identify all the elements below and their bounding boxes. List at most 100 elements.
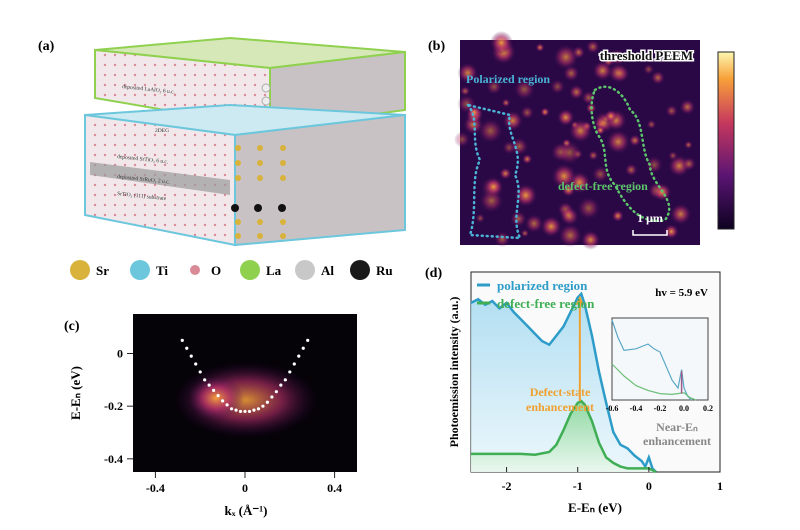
- scale-bar-label: 1 μm: [637, 211, 663, 225]
- peem-bright-spot: [670, 203, 692, 225]
- layer-label: deposited LaAlO₃ 6 u.c.: [122, 84, 176, 96]
- photon-energy-annotation: hv = 5.9 eV: [655, 287, 708, 299]
- peem-bright-spot: [588, 150, 599, 161]
- fit-point: [265, 400, 269, 404]
- peem-bright-spot: [646, 119, 657, 130]
- legend-atom-sr: [70, 260, 90, 280]
- fit-point: [229, 407, 234, 411]
- fit-point: [306, 338, 310, 342]
- peem-bright-spot: [520, 105, 535, 120]
- inset-x-tick-label: -0.2: [654, 404, 667, 413]
- fit-point: [261, 404, 265, 408]
- fit-point: [247, 409, 252, 414]
- peem-bright-spot: [553, 44, 579, 70]
- legend-atom-al: [295, 260, 315, 280]
- inset-x-tick-label: 0.0: [679, 404, 689, 413]
- fit-point: [243, 409, 247, 414]
- peem-bright-spot: [679, 99, 696, 115]
- spectral-intensity: [188, 376, 244, 420]
- fit-point: [283, 378, 287, 382]
- inset-x-tick-label: -0.6: [606, 404, 619, 413]
- legend-atom-ru: [350, 260, 370, 280]
- fit-point: [252, 408, 256, 412]
- peem-bright-spot: [524, 214, 544, 233]
- legend-atom-o: [190, 265, 200, 275]
- peem-bright-spot: [499, 167, 512, 180]
- legend-label: O: [211, 263, 221, 278]
- peem-bright-spot: [568, 118, 593, 143]
- peem-bright-spot: [535, 42, 545, 53]
- peem-bright-spot: [624, 163, 638, 177]
- legend-label: Al: [321, 263, 334, 278]
- peem-bright-spot: [550, 79, 566, 95]
- x-tick-label: -0.4: [146, 481, 165, 495]
- fit-point: [288, 370, 292, 374]
- near-ef-annotation: enhancement: [643, 434, 711, 448]
- fit-point: [198, 370, 202, 374]
- fit-point: [274, 390, 278, 394]
- inset-series-line: [611, 363, 697, 401]
- peem-bright-spot: [611, 209, 624, 222]
- x-tick-label: -2: [502, 479, 512, 493]
- layer-label: 2DEG: [155, 128, 169, 134]
- x-tick-label: 0: [646, 479, 652, 493]
- inset-x-tick-label: 0.2: [703, 404, 713, 413]
- y-tick-label: 0: [117, 347, 123, 361]
- peem-bright-spot: [604, 109, 618, 123]
- fit-point: [279, 383, 283, 387]
- peem-bright-spot: [562, 64, 580, 82]
- defect-annotation: Defect-state: [530, 385, 591, 399]
- panel-b: (b) threshold PEEM Polarized region defe…: [428, 31, 735, 250]
- peem-bright-spot: [540, 215, 562, 238]
- peem-bright-spot: [540, 107, 550, 117]
- fit-point: [238, 409, 243, 414]
- legend-label: La: [266, 263, 282, 278]
- fit-point: [221, 399, 225, 403]
- peem-bright-spot: [606, 129, 631, 154]
- fit-point: [212, 388, 216, 392]
- legend-label: Ru: [376, 263, 393, 278]
- fit-point: [180, 338, 184, 342]
- peem-bright-spot: [510, 137, 529, 156]
- fit-point: [225, 403, 229, 407]
- peem-bright-spot: [502, 110, 523, 131]
- peem-bright-spot: [560, 206, 577, 223]
- series-area: [471, 293, 656, 472]
- x-axis-label: E-Eₙ (eV): [568, 500, 622, 515]
- fit-point: [185, 346, 189, 350]
- peem-bright-spot: [628, 134, 641, 147]
- peem-bright-spot: [595, 125, 606, 136]
- peem-bright-spot: [522, 153, 533, 165]
- peem-bright-spot: [558, 223, 583, 248]
- fit-point: [256, 407, 261, 411]
- peem-bright-spot: [568, 84, 585, 100]
- peem-bright-spot: [520, 229, 530, 238]
- inset-x-tick-label: -0.4: [630, 404, 643, 413]
- panel-a: (a) deposited LaAlO₃ 6 u.c. 2DEG de: [38, 36, 406, 280]
- fit-point: [297, 354, 301, 358]
- peem-bright-spot: [580, 230, 601, 250]
- panel-c: (c) -0.4 0 0.4 0 -0.2 -0.4 kₓ (Å⁻¹) E-Eₙ (eV): [64, 314, 357, 518]
- fit-point: [270, 395, 274, 399]
- peem-bright-spot: [665, 104, 678, 118]
- legend-atom-la: [240, 260, 260, 280]
- legend-label: Ti: [156, 263, 168, 278]
- x-tick-label: 1: [717, 479, 723, 493]
- peem-bright-spot: [514, 183, 538, 208]
- peem-bright-spot: [457, 94, 477, 114]
- y-axis-label: E-Eₙ (eV): [68, 366, 83, 420]
- peem-bright-spot: [513, 78, 536, 101]
- polarized-region-outline: [464, 102, 522, 240]
- defect-arrow-head: [575, 295, 584, 305]
- peem-bright-spot: [494, 231, 511, 248]
- peem-bright-spot: [607, 62, 628, 83]
- fit-point: [216, 394, 220, 398]
- peem-bright-spot: [556, 108, 575, 127]
- fit-point: [194, 362, 198, 366]
- peem-bright-spot: [684, 140, 693, 150]
- srtio3-stack: [84, 103, 406, 247]
- series-line-polarized-region: [470, 291, 657, 473]
- legend-polarized: polarized region: [497, 278, 588, 293]
- atom-legend: Sr Ti O La Al Ru: [70, 260, 393, 280]
- inset-plot-area: [611, 317, 709, 401]
